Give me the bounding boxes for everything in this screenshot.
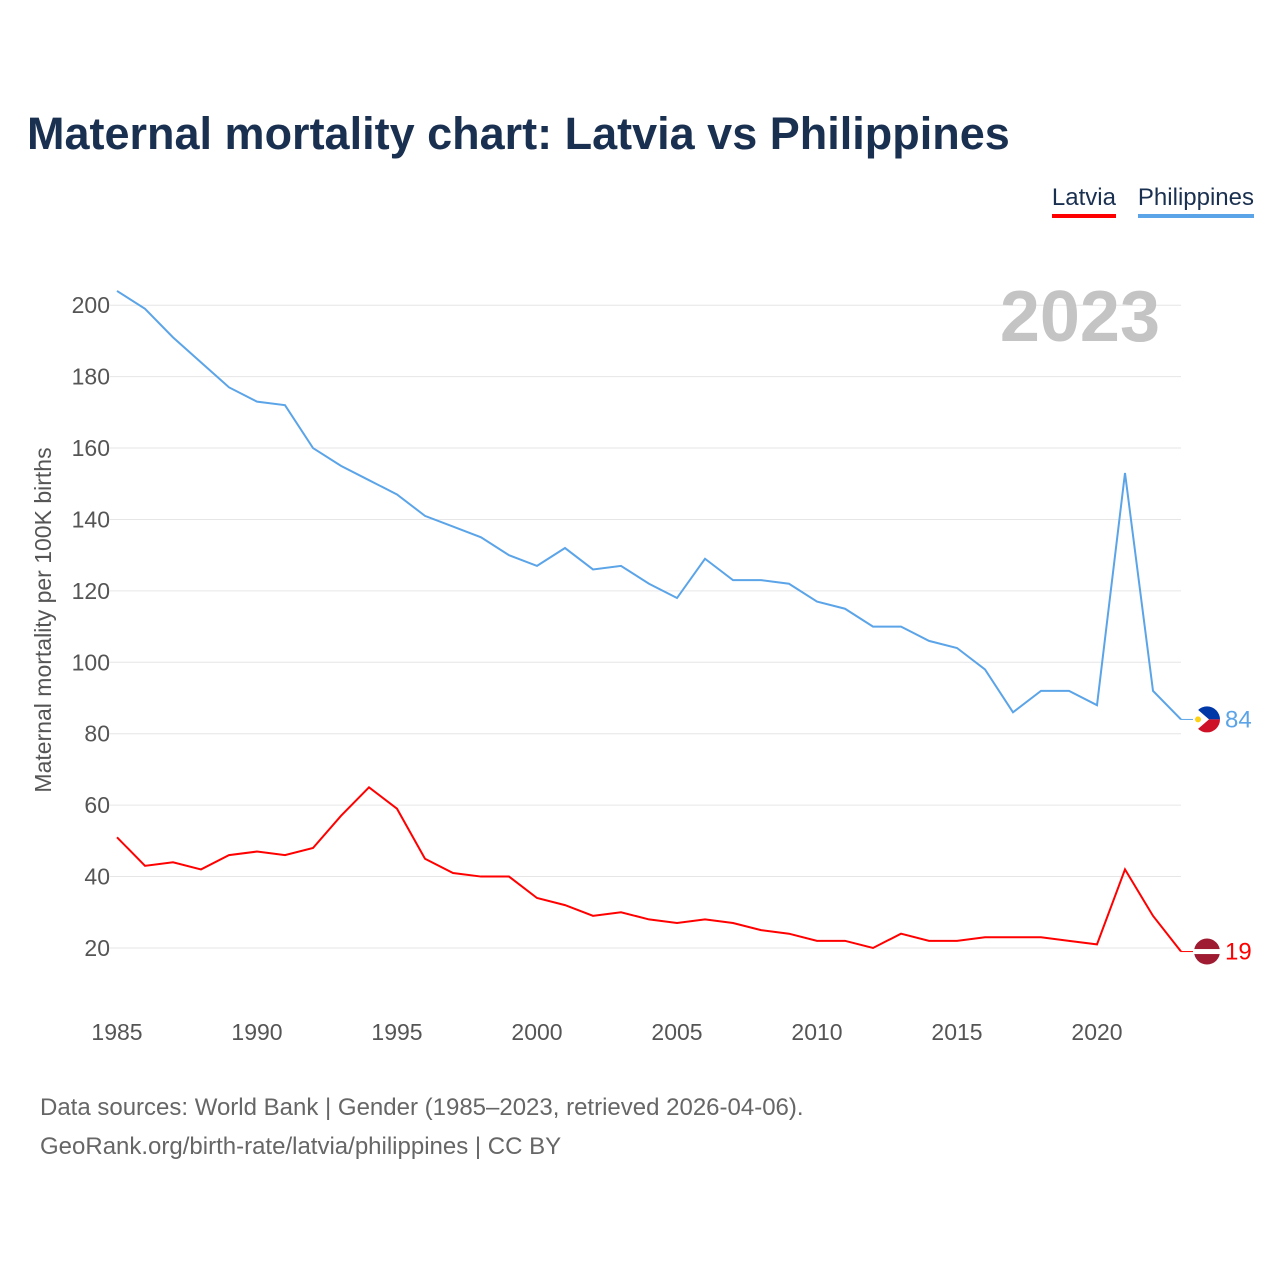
y-tick-label: 20 (84, 935, 110, 961)
year-watermark: 2023 (1000, 277, 1160, 357)
x-tick-label: 2015 (931, 1019, 982, 1045)
flag-icon-philippines (1194, 706, 1220, 733)
y-tick-label: 140 (72, 506, 110, 532)
y-tick-label: 200 (72, 292, 110, 318)
legend-philippines[interactable]: Philippines (1137, 184, 1254, 218)
y-tick-label: 80 (84, 721, 110, 747)
legend-latvia[interactable]: Latvia (1051, 184, 1116, 218)
end-value-label-philippines: 84 (1225, 706, 1252, 733)
x-tick-label: 2005 (651, 1019, 702, 1045)
y-tick-label: 160 (72, 435, 110, 461)
series-line-latvia (116, 785, 1182, 953)
chart-title: Maternal mortality chart: Latvia vs Phil… (27, 108, 1010, 159)
flag-icon-latvia (1194, 938, 1220, 965)
y-tick-label: 100 (72, 649, 110, 675)
series-line-philippines (116, 290, 1182, 721)
y-tick-label: 60 (84, 792, 110, 818)
source-line-1: Data sources: World Bank | Gender (1985–… (40, 1094, 804, 1121)
source-line-2[interactable]: GeoRank.org/birth-rate/latvia/philippine… (40, 1133, 562, 1160)
x-tick-label: 2010 (791, 1019, 842, 1045)
x-tick-label: 1995 (371, 1019, 422, 1045)
x-tick-label: 2000 (511, 1019, 562, 1045)
y-tick-label: 120 (72, 578, 110, 604)
legend: Latvia Philippines (1051, 184, 1254, 218)
source-note: Data sources: World Bank | Gender (1985–… (40, 1088, 804, 1166)
y-tick-label: 40 (84, 864, 110, 890)
x-tick-label: 1990 (231, 1019, 282, 1045)
y-axis-label: Maternal mortality per 100K births (30, 447, 56, 792)
x-tick-label: 1985 (91, 1019, 142, 1045)
x-tick-label: 2020 (1071, 1019, 1122, 1045)
y-tick-label: 180 (72, 364, 110, 390)
end-value-label-latvia: 19 (1225, 939, 1252, 966)
